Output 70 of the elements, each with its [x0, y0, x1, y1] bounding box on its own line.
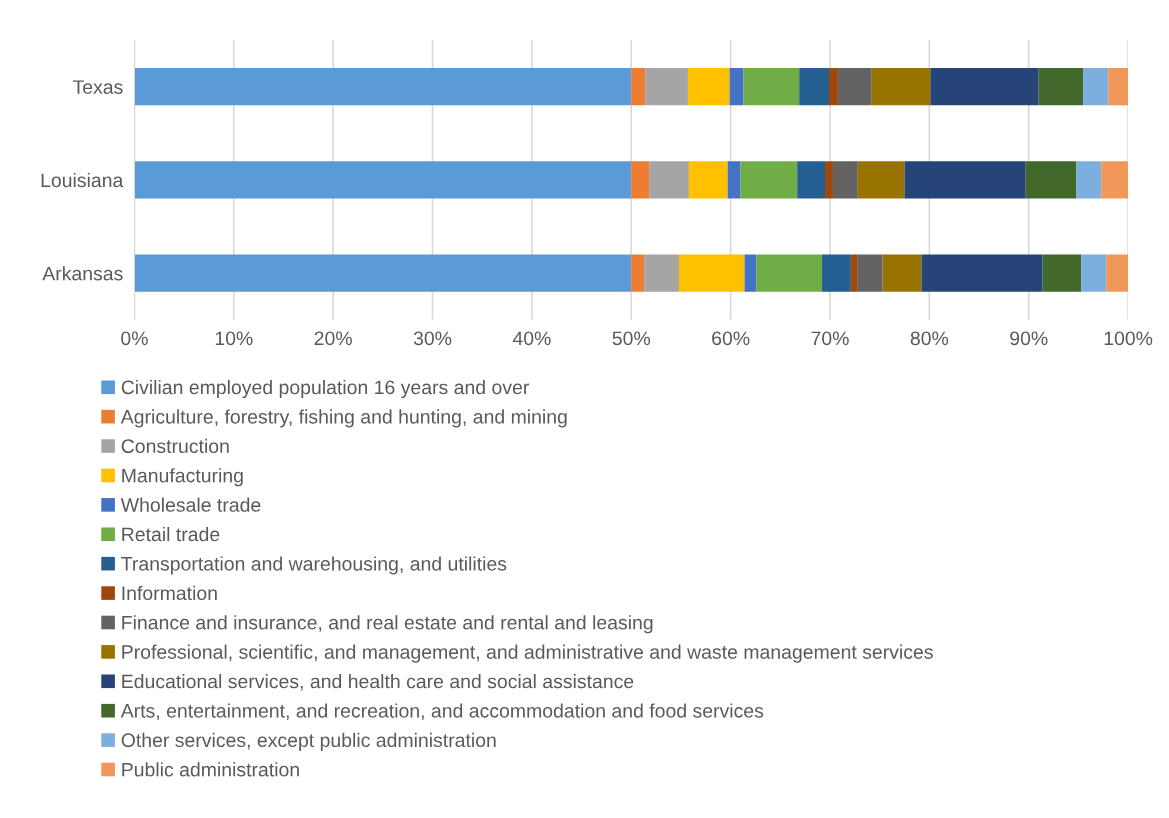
legend-label: Agriculture, forestry, fishing and hunting, and mining	[120, 409, 567, 428]
bar	[687, 68, 730, 106]
bar	[649, 161, 689, 199]
y-tick-label: Texas	[72, 80, 123, 94]
bar	[134, 68, 632, 106]
bar	[1101, 161, 1129, 199]
x-tick-label: 20%	[314, 331, 352, 346]
legend-label: Finance and insurance, and real estate and rental and leasing	[122, 615, 653, 634]
legend-label: Manufacturing	[122, 468, 243, 487]
x-tick-label: 30%	[413, 331, 452, 346]
x-tick-label: 10%	[215, 331, 253, 346]
bar	[871, 68, 931, 106]
x-tick-label: 60%	[712, 331, 750, 346]
bar	[1083, 68, 1109, 106]
bar	[631, 68, 646, 106]
bar	[799, 68, 829, 106]
bar	[1025, 161, 1077, 199]
bar	[740, 161, 798, 199]
legend-label: Public administration	[122, 762, 299, 777]
bar	[850, 254, 858, 292]
bar	[822, 254, 851, 292]
bar	[134, 161, 632, 199]
bar	[921, 254, 1043, 292]
bar	[1038, 68, 1084, 106]
legend-label: Construction	[121, 438, 229, 454]
bar	[1076, 161, 1102, 199]
legend-label: Educational services, and health care and social assistance	[122, 674, 634, 691]
bar	[729, 68, 744, 106]
bar	[825, 161, 833, 199]
legend-label: Civilian employed population 16 years and over	[121, 379, 529, 399]
bar	[1042, 254, 1082, 292]
x-tick-label: 80%	[910, 331, 949, 346]
legend-label: Wholesale trade	[120, 497, 261, 512]
bar	[829, 68, 838, 106]
bar	[631, 254, 645, 292]
x-tick-label: 90%	[1010, 331, 1048, 346]
bar	[1081, 254, 1107, 292]
x-tick-label: 40%	[512, 331, 551, 346]
x-tick-label: 50%	[612, 331, 651, 346]
bar	[1108, 68, 1129, 106]
x-tick-label: 0%	[121, 331, 148, 346]
bar	[743, 68, 800, 106]
bar	[756, 254, 823, 292]
bar	[930, 68, 1039, 106]
legend-label: Arts, entertainment, and recreation, and accommodation and food services	[120, 703, 764, 720]
x-tick-label: 70%	[811, 331, 849, 346]
x-tick-label: 100%	[1104, 331, 1153, 346]
bar	[727, 161, 741, 199]
legend-label: Information	[122, 585, 217, 601]
bar	[832, 161, 858, 199]
bar	[134, 254, 632, 292]
bar	[631, 161, 650, 199]
legend-label: Other services, except public administration	[121, 732, 496, 751]
legend-label: Transportation and warehousing, and utilities	[121, 556, 507, 575]
bar	[857, 254, 883, 292]
bar	[644, 254, 679, 292]
legend-label: Professional, scientific, and management, and administrative and waste management services	[122, 644, 933, 663]
y-tick-label: Louisiana	[41, 172, 124, 188]
bar	[744, 254, 757, 292]
bar	[688, 161, 728, 199]
bar	[1106, 254, 1129, 292]
legend-label: Retail trade	[122, 526, 220, 542]
bar	[904, 161, 1026, 199]
bar	[857, 161, 905, 199]
y-tick-label: Arkansas	[42, 266, 123, 281]
bar	[882, 254, 922, 292]
bar	[837, 68, 872, 106]
bar	[797, 161, 826, 199]
bar	[645, 68, 688, 106]
bar	[678, 254, 745, 292]
